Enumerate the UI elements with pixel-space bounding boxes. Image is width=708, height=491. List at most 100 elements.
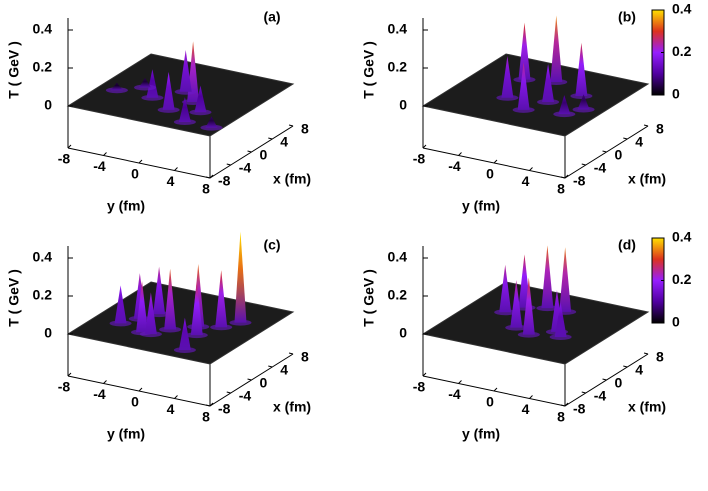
colorbar-tick-label: 0.4 [672, 229, 692, 245]
y-tick [138, 159, 143, 164]
y-tick [493, 159, 498, 164]
y-tick-label: -8 [413, 151, 426, 167]
y-tick [103, 152, 107, 156]
x-tick-label: 4 [280, 362, 288, 378]
peak [541, 245, 554, 309]
z-axis-label: T ( GeV ) [361, 41, 377, 99]
y-tick [458, 380, 462, 384]
y-tick-label: 8 [557, 409, 565, 425]
y-tick-label: 8 [202, 409, 210, 425]
peak [550, 15, 563, 82]
peak [162, 71, 175, 110]
colorbar-tick-label: 0.4 [672, 1, 692, 17]
z-tick-label: 0 [399, 97, 407, 113]
peak [215, 270, 228, 328]
panel-label: (d) [618, 237, 636, 253]
peak [144, 292, 157, 335]
y-tick [422, 144, 427, 149]
y-tick [67, 372, 72, 377]
x-tick [560, 176, 566, 179]
peak [153, 266, 166, 315]
x-tick-label: 8 [656, 121, 664, 137]
peak [554, 302, 567, 337]
y-tick-label: 0 [131, 166, 139, 182]
y-tick [209, 174, 214, 179]
y-tick-label: 0 [131, 394, 139, 410]
panel-label: (a) [263, 9, 280, 25]
z-tick-label: 0 [399, 325, 407, 341]
colorbar-tick-label: 0 [672, 314, 680, 330]
y-tick-label: 0 [486, 166, 494, 182]
peak [194, 85, 207, 113]
x-tick [205, 404, 211, 407]
x-tick [268, 137, 273, 140]
z-tick-label: 0.2 [33, 59, 53, 75]
x-tick [623, 365, 628, 368]
peak [110, 82, 123, 91]
x-tick [560, 404, 566, 407]
y-tick-label: -8 [413, 379, 426, 395]
x-tick [268, 365, 273, 368]
y-tick [174, 395, 178, 399]
y-tick-label: -8 [58, 151, 71, 167]
x-tick-label: 0 [615, 147, 623, 163]
x-tick-label: 8 [301, 121, 309, 137]
x-tick [226, 163, 231, 166]
y-tick-label: 8 [202, 181, 210, 197]
x-tick-label: 4 [635, 362, 643, 378]
y-tick-label: 0 [486, 394, 494, 410]
z-tick-label: 0.4 [33, 21, 53, 37]
y-tick [174, 167, 178, 171]
peak [517, 62, 530, 110]
y-axis-label: y (fm) [462, 198, 500, 214]
z-axis-label: T ( GeV ) [361, 269, 377, 327]
x-tick [288, 352, 294, 355]
peak [542, 64, 555, 102]
x-tick-label: -4 [594, 160, 607, 176]
z-tick-label: 0.2 [388, 287, 408, 303]
peak [146, 69, 159, 98]
peak [501, 55, 514, 98]
peak [577, 94, 590, 110]
peak [522, 277, 535, 335]
zero-plane [66, 53, 295, 137]
x-tick-label: -8 [218, 401, 231, 417]
z-axis-label: T ( GeV ) [6, 269, 22, 327]
peak [136, 280, 149, 333]
x-tick [623, 137, 628, 140]
x-tick [581, 391, 586, 394]
x-tick-label: -8 [573, 173, 586, 189]
zero-plane [421, 53, 650, 137]
y-tick [564, 174, 569, 179]
x-tick-label: 4 [280, 134, 288, 150]
y-tick-label: 4 [167, 173, 175, 189]
peak [114, 285, 127, 324]
x-axis-label: x (fm) [628, 399, 666, 415]
peak [164, 268, 177, 330]
z-tick-label: 0 [44, 325, 52, 341]
x-tick [205, 176, 211, 179]
x-tick [288, 124, 294, 127]
peak [559, 247, 572, 312]
y-tick-label: -4 [93, 158, 106, 174]
x-tick-label: -8 [218, 173, 231, 189]
peak [575, 42, 588, 96]
x-tick [247, 150, 252, 153]
y-tick [564, 402, 569, 407]
y-tick [529, 395, 533, 399]
y-tick [138, 387, 143, 392]
x-tick-label: -4 [594, 388, 607, 404]
x-tick-label: 0 [260, 147, 268, 163]
y-tick [493, 387, 498, 392]
x-tick-label: -4 [239, 388, 252, 404]
zero-plane [421, 281, 650, 365]
colorbar-tick-label: 0 [672, 86, 680, 102]
y-tick [103, 380, 107, 384]
peak [179, 49, 192, 92]
y-tick-label: -4 [93, 386, 106, 402]
y-tick [529, 167, 533, 171]
y-tick-label: 8 [557, 181, 565, 197]
peak [518, 22, 531, 80]
